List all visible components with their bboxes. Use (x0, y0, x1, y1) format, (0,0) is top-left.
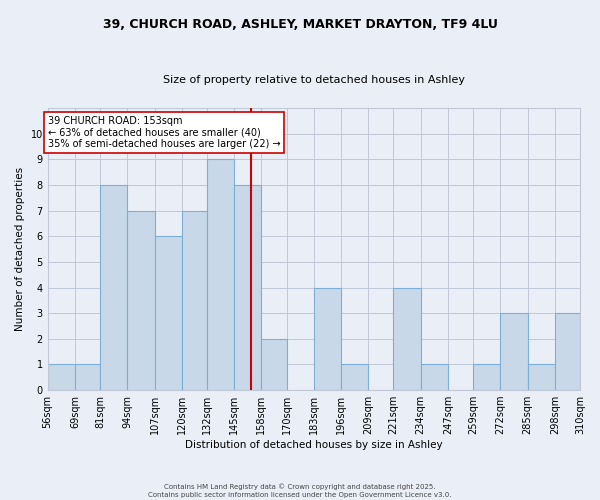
Bar (421, 364, 448, 390)
Bar (500, 313, 527, 390)
X-axis label: Distribution of detached houses by size in Ashley: Distribution of detached houses by size … (185, 440, 443, 450)
Bar (262, 339, 287, 390)
Text: 39, CHURCH ROAD, ASHLEY, MARKET DRAYTON, TF9 4LU: 39, CHURCH ROAD, ASHLEY, MARKET DRAYTON,… (103, 18, 497, 30)
Bar (473, 364, 500, 390)
Bar (207, 160, 234, 390)
Bar (234, 185, 262, 390)
Text: Contains HM Land Registry data © Crown copyright and database right 2025.
Contai: Contains HM Land Registry data © Crown c… (148, 484, 452, 498)
Bar (47, 364, 75, 390)
Bar (182, 210, 207, 390)
Bar (127, 210, 155, 390)
Text: 39 CHURCH ROAD: 153sqm
← 63% of detached houses are smaller (40)
35% of semi-det: 39 CHURCH ROAD: 153sqm ← 63% of detached… (47, 116, 280, 149)
Bar (75, 364, 100, 390)
Bar (527, 364, 555, 390)
Bar (555, 313, 580, 390)
Bar (100, 185, 127, 390)
Bar (155, 236, 182, 390)
Bar (314, 288, 341, 390)
Title: Size of property relative to detached houses in Ashley: Size of property relative to detached ho… (163, 75, 465, 85)
Bar (394, 288, 421, 390)
Y-axis label: Number of detached properties: Number of detached properties (15, 167, 25, 331)
Bar (341, 364, 368, 390)
